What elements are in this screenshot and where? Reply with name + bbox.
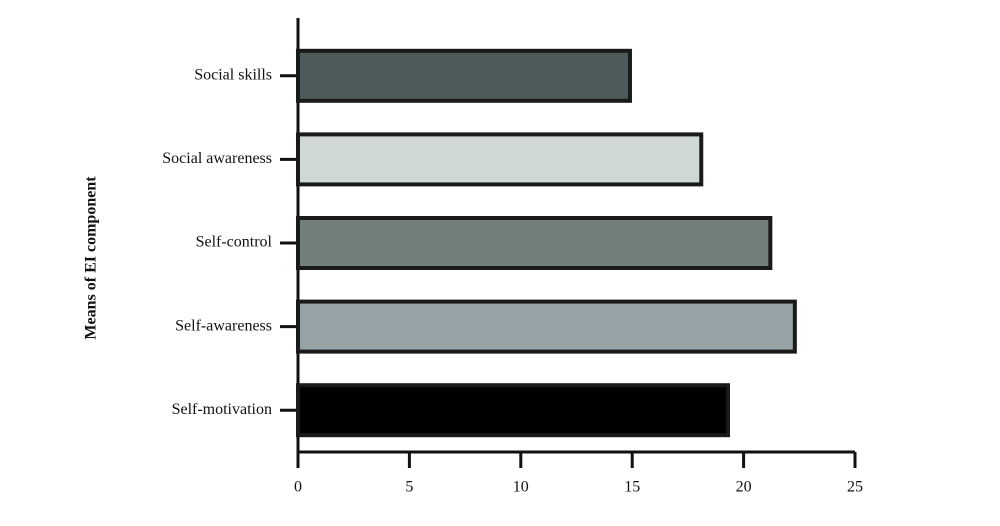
x-tick-label: 10 [513,479,529,496]
bar [296,299,797,354]
y-tick-label: Social skills [194,66,272,83]
bar [296,48,632,103]
y-tick-label: Social awareness [162,150,272,167]
x-tick-label: 5 [405,479,413,496]
y-tick-label: Self-motivation [172,401,272,418]
y-axis-label: Means of EI component [83,176,100,340]
y-tick-label: Self-awareness [175,317,272,334]
bar [296,383,731,438]
bar [296,132,704,187]
bar [296,216,773,270]
x-tick-label: 20 [736,479,752,496]
x-tick-label: 25 [847,479,863,496]
y-tick-label: Self-control [196,234,273,251]
x-tick-label: 15 [624,479,640,496]
x-tick-label: 0 [294,479,302,496]
